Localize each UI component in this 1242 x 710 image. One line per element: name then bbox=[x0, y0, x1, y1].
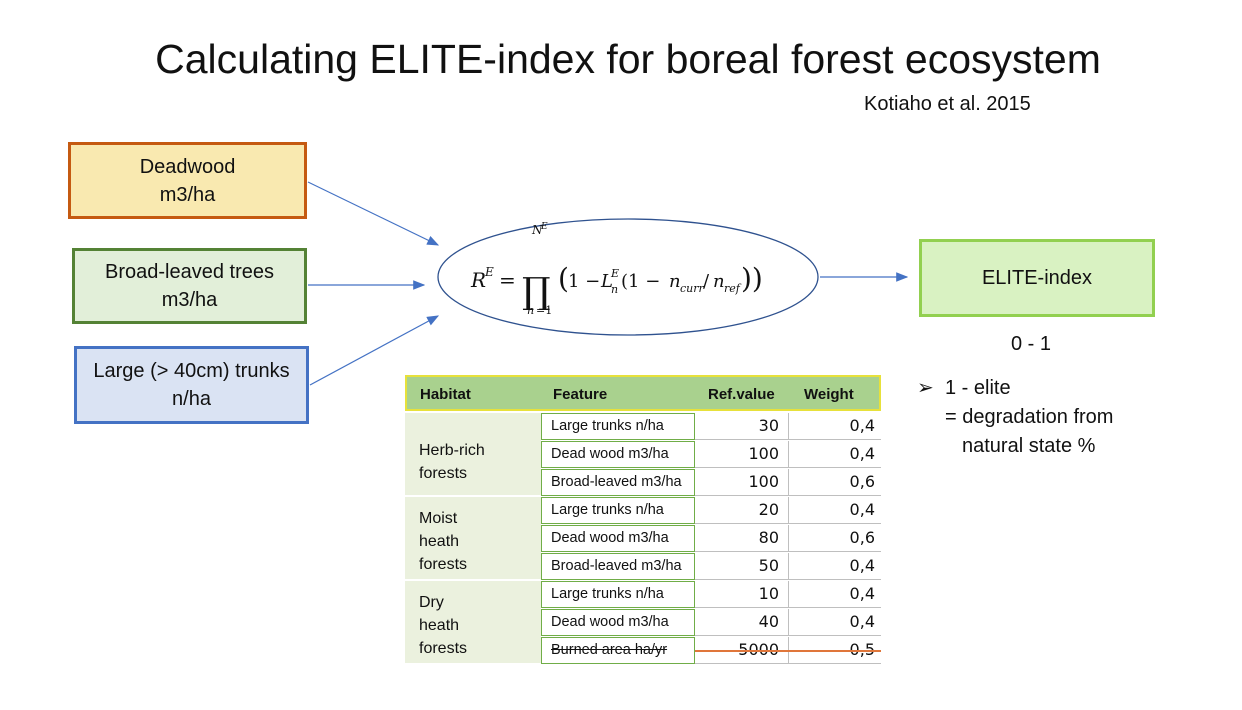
svg-text:R: R bbox=[470, 268, 486, 292]
arrow-deadwood bbox=[307, 181, 440, 246]
svg-text:E: E bbox=[484, 265, 494, 279]
svg-text:n: n bbox=[713, 271, 725, 292]
arrow-trunks bbox=[309, 315, 440, 386]
svg-text:E: E bbox=[540, 222, 548, 232]
feature-cell: Large trunks n/ha bbox=[541, 413, 695, 440]
table-header: Habitat Feature Ref.value Weight bbox=[405, 375, 881, 411]
slide-title: Calculating ELITE-index for boreal fores… bbox=[155, 36, 1101, 82]
citation: Kotiaho et al. 2015 bbox=[864, 93, 1031, 115]
feature-cell: Broad-leaved m3/ha bbox=[541, 469, 695, 496]
bullet-line-2: = degradation from bbox=[945, 406, 1114, 428]
habitat-label: Moist heath forests bbox=[419, 510, 468, 573]
habitat-cell: Herb-rich forests bbox=[405, 413, 541, 495]
weight-cell: 0,4 bbox=[789, 581, 881, 608]
weight-cell: 0,5 bbox=[789, 637, 881, 664]
svg-text:=1: =1 bbox=[536, 304, 552, 317]
svg-text:n: n bbox=[669, 271, 681, 292]
weight-cell: 0,4 bbox=[789, 441, 881, 468]
header-ref-value: Ref.value bbox=[708, 386, 775, 403]
ref-value-cell: 10 bbox=[695, 581, 789, 608]
svg-text:n: n bbox=[611, 283, 618, 296]
feature-cell: Dead wood m3/ha bbox=[541, 609, 695, 636]
feature-cell: Large trunks n/ha bbox=[541, 497, 695, 524]
svg-text:(: ( bbox=[558, 262, 569, 295]
ref-value-cell: 20 bbox=[695, 497, 789, 524]
svg-text:ref: ref bbox=[724, 282, 742, 295]
habitat-cell: Moist heath forests bbox=[405, 497, 541, 579]
output-label: ELITE-index bbox=[981, 267, 1093, 289]
weight-cell: 0,4 bbox=[789, 609, 881, 636]
weight-cell: 0,4 bbox=[789, 413, 881, 440]
reference-table: Habitat Feature Ref.value Weight Herb-ri… bbox=[405, 375, 881, 669]
svg-text:curr: curr bbox=[680, 282, 705, 295]
habitat-label: Dry heath forests bbox=[419, 594, 468, 657]
svg-text:(1 −: (1 − bbox=[621, 271, 660, 292]
broadleaved-label: Broad-leaved trees m3/ha bbox=[105, 261, 274, 311]
header-habitat: Habitat bbox=[420, 386, 471, 403]
ref-value-cell: 100 bbox=[695, 469, 789, 496]
feature-cell: Dead wood m3/ha bbox=[541, 525, 695, 552]
svg-text:E: E bbox=[610, 267, 619, 280]
header-feature: Feature bbox=[553, 386, 608, 403]
broadleaved-input-box: Broad-leaved trees m3/ha bbox=[72, 248, 307, 324]
bullet-note: ➢ 1 - elite = degradation from natural st… bbox=[917, 374, 1113, 461]
elite-index-output-box: ELITE-index bbox=[919, 239, 1155, 317]
svg-text:∏: ∏ bbox=[522, 271, 551, 312]
feature-cell: Burned area ha/yr bbox=[541, 637, 695, 664]
svg-text:/: / bbox=[703, 271, 710, 292]
weight-cell: 0,4 bbox=[789, 553, 881, 580]
weight-cell: 0,6 bbox=[789, 469, 881, 496]
bullet-line-3: natural state % bbox=[962, 435, 1096, 457]
habitat-cell: Dry heath forests bbox=[405, 581, 541, 663]
arrow-bullet-icon: ➢ bbox=[917, 377, 934, 399]
ref-value-cell: 80 bbox=[695, 525, 789, 552]
deadwood-label: Deadwood m3/ha bbox=[139, 155, 236, 206]
svg-text:=: = bbox=[499, 268, 516, 292]
formula-ellipse: R E = N E ∏ n =1 ( 1 − L E n (1 − n curr… bbox=[437, 218, 819, 336]
feature-cell: Broad-leaved m3/ha bbox=[541, 553, 695, 580]
svg-text:N: N bbox=[531, 223, 543, 237]
ref-value-cell: 40 bbox=[695, 609, 789, 636]
ref-value-cell: 50 bbox=[695, 553, 789, 580]
svg-text:1 −: 1 − bbox=[568, 271, 600, 292]
strikethrough-line bbox=[695, 650, 881, 652]
weight-cell: 0,6 bbox=[789, 525, 881, 552]
trunks-label: Large (> 40cm) trunks n/ha bbox=[93, 360, 290, 410]
feature-cell: Dead wood m3/ha bbox=[541, 441, 695, 468]
weight-cell: 0,4 bbox=[789, 497, 881, 524]
habitat-label: Herb-rich forests bbox=[419, 442, 485, 482]
feature-cell: Large trunks n/ha bbox=[541, 581, 695, 608]
svg-text:L: L bbox=[600, 271, 613, 292]
svg-text:)): )) bbox=[741, 262, 763, 295]
bullet-line-1: 1 - elite bbox=[945, 377, 1011, 399]
svg-text:n: n bbox=[527, 304, 534, 317]
trunks-input-box: Large (> 40cm) trunks n/ha bbox=[74, 346, 309, 424]
ref-value-cell: 30 bbox=[695, 413, 789, 440]
ref-value-cell: 100 bbox=[695, 441, 789, 468]
deadwood-input-box: Deadwood m3/ha bbox=[68, 142, 307, 219]
header-weight: Weight bbox=[804, 386, 854, 403]
index-range: 0 - 1 bbox=[1011, 333, 1052, 355]
